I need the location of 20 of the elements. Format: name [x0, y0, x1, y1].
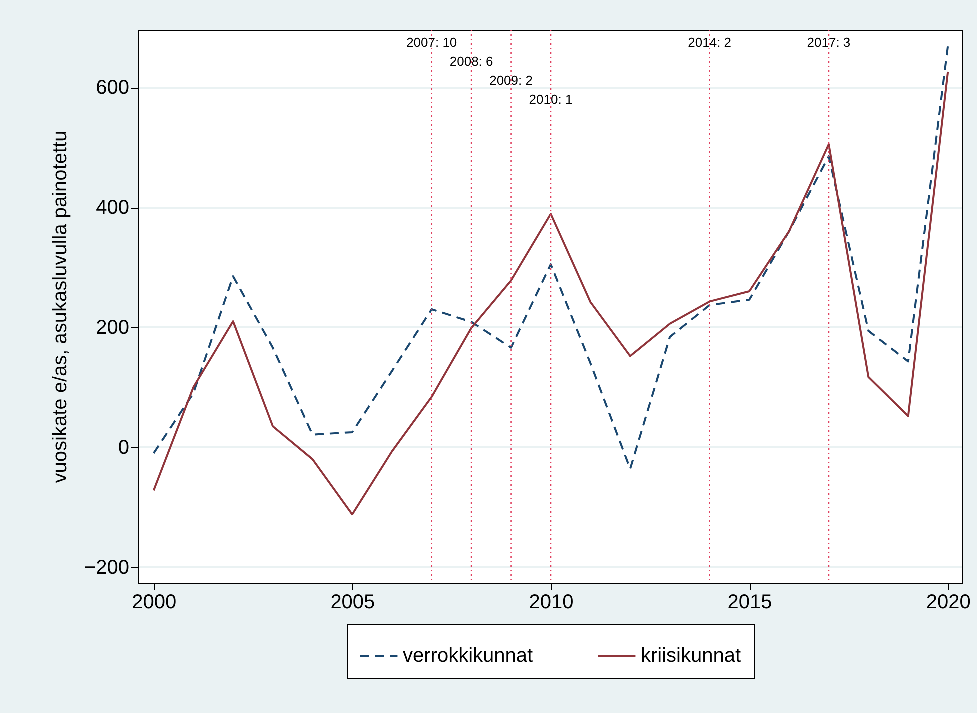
x-tick-label: 2010 — [529, 592, 574, 614]
y-tick-label: −200 — [84, 556, 130, 579]
y-axis-title: vuosikate e/as, asukasluvulla painotettu — [49, 130, 72, 484]
y-tick-label: 600 — [96, 77, 130, 100]
x-tick-label: 2000 — [132, 592, 177, 614]
line-series — [152, 70, 950, 516]
legend-label: verrokkikunnat — [403, 645, 534, 667]
ref-line-label: 2010: 1 — [529, 92, 573, 107]
x-tick-label: 2005 — [330, 592, 376, 614]
ref-line-label: 2017: 3 — [807, 35, 851, 50]
y-tick-label: 0 — [118, 436, 130, 459]
ref-line-label: 2014: 2 — [688, 35, 732, 50]
x-tick-label: 2020 — [926, 592, 971, 614]
x-tick-label: 2015 — [728, 592, 772, 614]
y-tick-label: 200 — [96, 316, 130, 339]
legend-label: kriisikunnat — [641, 645, 742, 667]
y-tick-label: 400 — [96, 197, 130, 220]
ref-line-label: 2007: 10 — [406, 35, 458, 50]
ref-line-label: 2008: 6 — [450, 54, 494, 69]
ref-line-label: 2009: 2 — [490, 73, 533, 88]
